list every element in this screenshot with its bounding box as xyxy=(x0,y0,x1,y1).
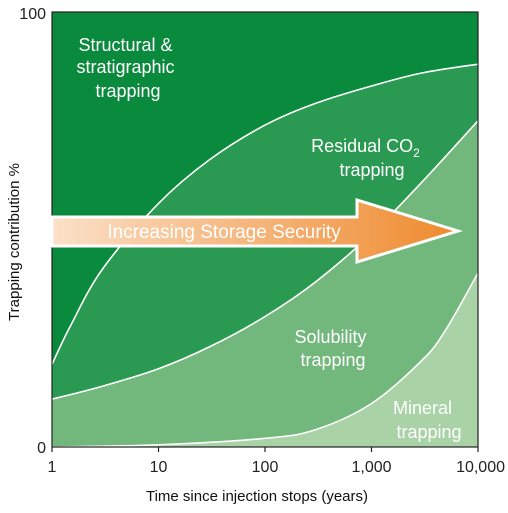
boundary-line-structural-residual xyxy=(51,63,479,365)
x-tick-label: 100 xyxy=(252,459,279,476)
boundary-line-solubility-mineral xyxy=(51,272,479,448)
x-tick-label: 10,000 xyxy=(456,459,505,476)
x-axis-label: Time since injection stops (years) xyxy=(146,488,368,505)
storage-security-arrow: Increasing Storage Security xyxy=(50,197,464,265)
y-axis: 100 0 Trapping contribution % xyxy=(6,6,46,457)
y-tick-label-100: 100 xyxy=(19,6,46,23)
y-axis-label: Trapping contribution % xyxy=(6,163,23,321)
residual-co2-label: Residual CO2 trapping xyxy=(311,136,425,180)
x-axis: Time since injection stops (years) 1 10 10… xyxy=(48,447,505,505)
solubility-region xyxy=(52,120,478,448)
structural-label: Structural & stratigraphic trapping xyxy=(76,35,179,101)
co2-subscript: 2 xyxy=(413,146,420,160)
x-tick-label: 10 xyxy=(150,459,168,476)
boundary-line-residual-solubility xyxy=(51,120,479,400)
arrow-text: Increasing Storage Security xyxy=(107,222,341,243)
solubility-label: Solubility trapping xyxy=(294,327,371,370)
region-labels: Structural & stratigraphic trapping Resi… xyxy=(76,35,461,442)
x-tick-label: 1,000 xyxy=(351,459,391,476)
y-tick-label-0: 0 xyxy=(37,440,46,457)
arrow-shape xyxy=(50,197,464,265)
mineral-label: Mineral trapping xyxy=(393,398,462,442)
x-tick-label: 1 xyxy=(48,459,57,476)
